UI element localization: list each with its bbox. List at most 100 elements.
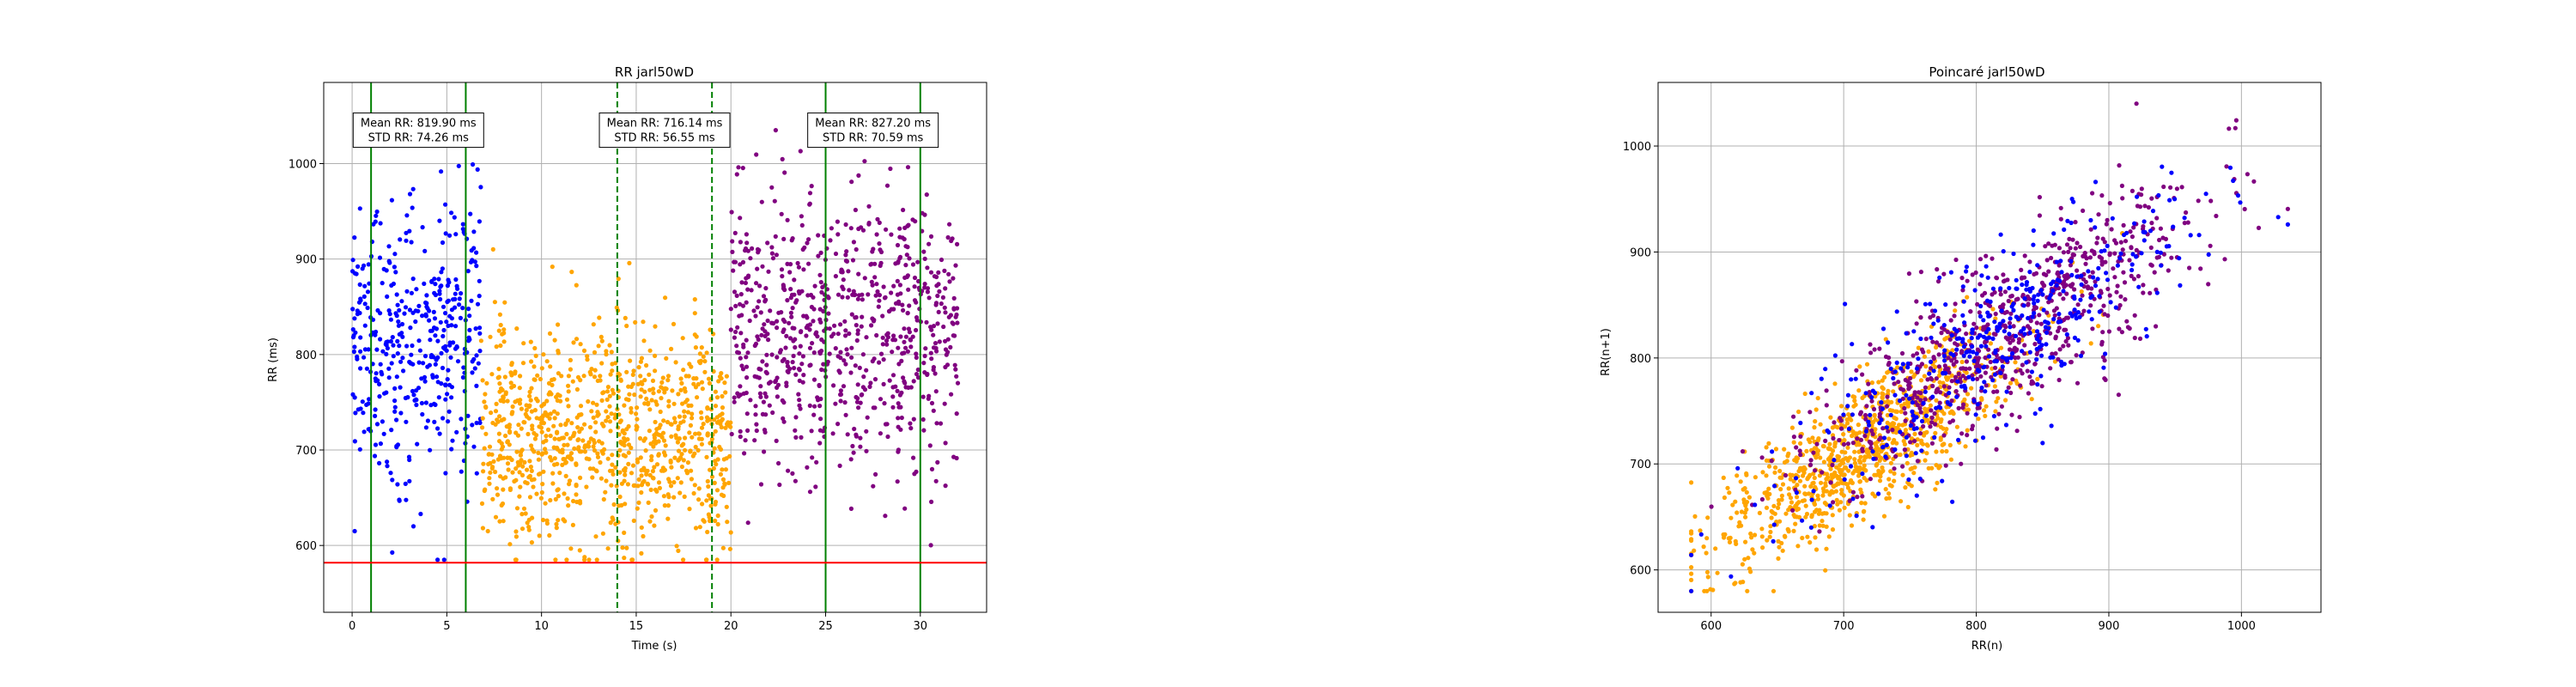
rr-point bbox=[540, 482, 545, 487]
rr-point bbox=[770, 256, 776, 261]
poincare-point bbox=[2070, 237, 2075, 242]
poincare-point bbox=[2037, 195, 2042, 200]
rr-point bbox=[653, 508, 659, 514]
rr-point bbox=[928, 270, 934, 275]
poincare-point bbox=[1791, 435, 1796, 440]
poincare-point bbox=[1914, 351, 1920, 356]
poincare-point bbox=[2074, 353, 2079, 358]
rr-point bbox=[597, 439, 602, 444]
rr-point bbox=[672, 420, 677, 425]
rr-point bbox=[880, 313, 885, 319]
rr-point bbox=[410, 524, 416, 529]
poincare-point bbox=[2025, 368, 2030, 374]
poincare-point bbox=[2029, 369, 2034, 374]
poincare-point bbox=[1863, 429, 1868, 434]
rr-point bbox=[380, 281, 385, 286]
poincare-point bbox=[1964, 269, 1969, 274]
rr-point bbox=[551, 409, 557, 414]
rr-point bbox=[720, 393, 725, 399]
poincare-point bbox=[2068, 246, 2073, 251]
rr-point bbox=[564, 557, 569, 562]
poincare-point bbox=[1725, 485, 1730, 490]
poincare-point bbox=[1904, 435, 1909, 440]
poincare-point bbox=[1727, 490, 1732, 495]
rr-point bbox=[848, 226, 854, 231]
poincare-point bbox=[1941, 384, 1947, 389]
rr-point bbox=[859, 392, 864, 398]
rr-point bbox=[610, 453, 615, 458]
rr-point bbox=[629, 445, 634, 451]
rr-point bbox=[568, 436, 573, 441]
rr-point bbox=[389, 361, 394, 366]
rr-point bbox=[457, 302, 462, 307]
rr-point bbox=[771, 320, 776, 326]
poincare-point bbox=[1760, 545, 1765, 550]
poincare-point bbox=[1782, 447, 1787, 452]
rr-point bbox=[506, 467, 511, 472]
rr-point bbox=[609, 483, 614, 488]
poincare-point bbox=[1986, 347, 1991, 352]
poincare-point bbox=[1965, 392, 1971, 397]
rr-point bbox=[578, 404, 584, 409]
poincare-point bbox=[1796, 514, 1802, 520]
poincare-point bbox=[1800, 518, 1805, 523]
rr-point bbox=[391, 343, 396, 348]
rr-point bbox=[897, 234, 902, 240]
rr-point bbox=[529, 468, 534, 474]
rr-point bbox=[423, 425, 428, 430]
poincare-point bbox=[2085, 284, 2091, 289]
rr-point bbox=[397, 344, 402, 349]
rr-point bbox=[882, 401, 887, 406]
rr-point bbox=[398, 359, 404, 364]
poincare-point bbox=[1827, 492, 1832, 497]
poincare-point bbox=[2072, 287, 2077, 292]
rr-point bbox=[394, 417, 399, 423]
rr-point bbox=[542, 401, 547, 406]
poincare-point bbox=[1947, 370, 1952, 375]
rr-point bbox=[589, 409, 594, 414]
rr-point bbox=[769, 185, 775, 190]
rr-point bbox=[744, 240, 750, 246]
rr-point bbox=[585, 357, 590, 362]
rr-point bbox=[701, 518, 706, 523]
poincare-point bbox=[1982, 380, 1987, 385]
poincare-point bbox=[1898, 429, 1903, 435]
poincare-point bbox=[1924, 442, 1929, 447]
poincare-point bbox=[2090, 326, 2095, 331]
rr-stats-annotation-text: STD RR: 74.26 ms bbox=[368, 132, 470, 145]
poincare-point bbox=[2058, 359, 2064, 364]
rr-point bbox=[708, 503, 714, 508]
poincare-point bbox=[1928, 301, 1933, 307]
rr-point bbox=[519, 426, 524, 431]
poincare-point bbox=[2000, 364, 2005, 369]
poincare-y-tick-label: 600 bbox=[1630, 565, 1651, 578]
poincare-point bbox=[1972, 438, 1978, 443]
rr-point bbox=[512, 478, 517, 484]
rr-point bbox=[884, 422, 890, 427]
rr-point bbox=[448, 355, 453, 360]
rr-point bbox=[787, 336, 793, 341]
rr-point bbox=[675, 440, 681, 445]
poincare-point bbox=[1871, 456, 1876, 461]
poincare-point bbox=[1849, 523, 1855, 528]
poincare-point bbox=[1866, 381, 1871, 386]
poincare-point bbox=[2064, 291, 2069, 296]
poincare-point bbox=[2081, 308, 2087, 313]
rr-point bbox=[549, 458, 554, 463]
rr-point bbox=[790, 360, 795, 365]
rr-point bbox=[858, 435, 863, 441]
poincare-point bbox=[2075, 337, 2081, 343]
poincare-point bbox=[1967, 354, 1972, 359]
rr-point bbox=[517, 494, 522, 499]
rr-point bbox=[924, 319, 929, 325]
rr-point bbox=[636, 477, 641, 483]
poincare-point bbox=[2139, 186, 2144, 192]
rr-point bbox=[622, 556, 627, 561]
rr-point bbox=[745, 287, 750, 292]
poincare-point bbox=[2014, 378, 2019, 383]
rr-point bbox=[358, 366, 363, 371]
rr-point bbox=[841, 384, 847, 389]
rr-point bbox=[392, 404, 398, 410]
rr-point bbox=[643, 448, 648, 453]
rr-point bbox=[903, 263, 908, 268]
